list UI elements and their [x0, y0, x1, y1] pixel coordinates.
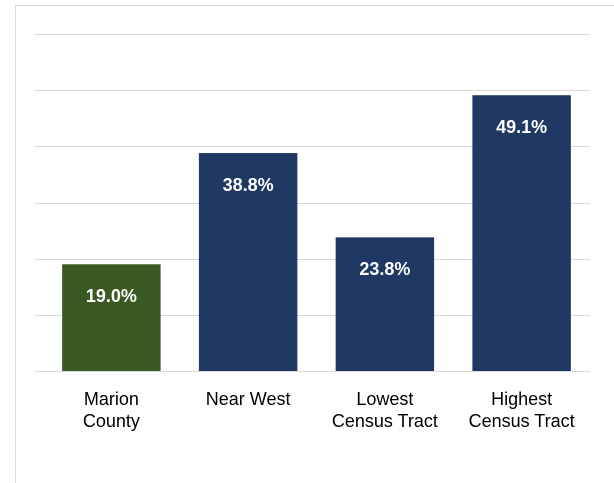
data-label: 38.8%: [223, 175, 274, 195]
data-label: 19.0%: [86, 286, 137, 306]
x-tick-label: Lowest Census Tract: [331, 389, 438, 431]
data-label: 23.8%: [359, 259, 410, 279]
x-tick-label: Near West: [205, 389, 291, 409]
data-label: 49.1%: [496, 117, 547, 137]
bar: [198, 153, 298, 371]
x-tick-label: Marion County: [82, 389, 140, 431]
bar: [472, 95, 571, 371]
x-tick-label: Highest Census Tract: [468, 389, 575, 431]
bar: [335, 237, 435, 371]
chart-border: [15, 5, 614, 483]
bar: [62, 264, 161, 371]
